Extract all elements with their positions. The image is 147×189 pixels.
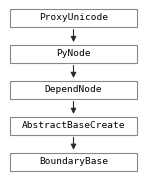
Text: ProxyUnicode: ProxyUnicode (39, 13, 108, 22)
FancyBboxPatch shape (10, 9, 137, 27)
Text: PyNode: PyNode (56, 49, 91, 58)
Text: AbstractBaseCreate: AbstractBaseCreate (22, 121, 125, 130)
FancyBboxPatch shape (10, 45, 137, 63)
FancyBboxPatch shape (10, 117, 137, 135)
Text: DependNode: DependNode (45, 85, 102, 94)
Text: BoundaryBase: BoundaryBase (39, 157, 108, 166)
FancyBboxPatch shape (10, 153, 137, 170)
FancyBboxPatch shape (10, 81, 137, 99)
